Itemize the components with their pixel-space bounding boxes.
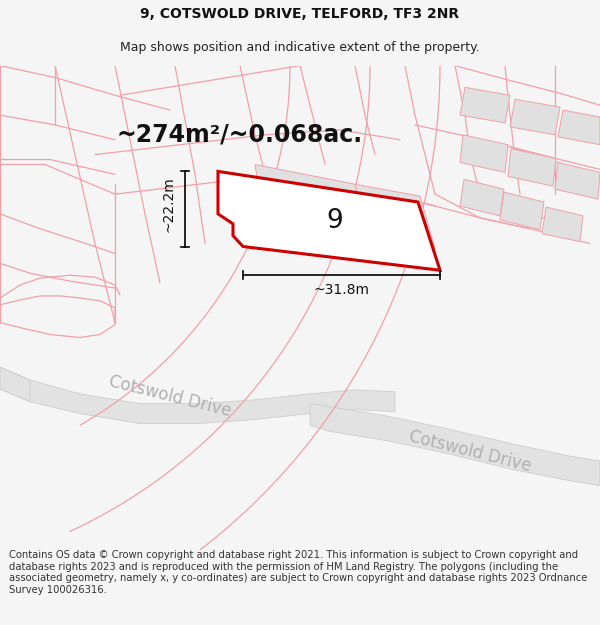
Polygon shape [460, 179, 504, 216]
Polygon shape [255, 164, 370, 239]
Polygon shape [510, 99, 560, 135]
Text: ~274m²/~0.068ac.: ~274m²/~0.068ac. [117, 123, 363, 147]
Polygon shape [0, 367, 30, 402]
Text: Cotswold Drive: Cotswold Drive [407, 428, 533, 475]
Polygon shape [310, 404, 600, 486]
Polygon shape [508, 149, 556, 186]
Polygon shape [355, 184, 435, 249]
Polygon shape [555, 162, 600, 199]
Text: ~31.8m: ~31.8m [314, 283, 370, 297]
Polygon shape [500, 192, 544, 230]
Text: Cotswold Drive: Cotswold Drive [107, 373, 233, 421]
Polygon shape [542, 207, 583, 242]
Text: 9, COTSWOLD DRIVE, TELFORD, TF3 2NR: 9, COTSWOLD DRIVE, TELFORD, TF3 2NR [140, 8, 460, 21]
Polygon shape [460, 135, 508, 172]
Polygon shape [218, 171, 440, 270]
Text: Map shows position and indicative extent of the property.: Map shows position and indicative extent… [120, 41, 480, 54]
Text: 9: 9 [326, 208, 343, 234]
Polygon shape [460, 88, 510, 123]
Polygon shape [0, 367, 395, 424]
Text: Contains OS data © Crown copyright and database right 2021. This information is : Contains OS data © Crown copyright and d… [9, 550, 587, 595]
Text: ~22.2m: ~22.2m [161, 176, 175, 232]
Polygon shape [558, 110, 600, 145]
